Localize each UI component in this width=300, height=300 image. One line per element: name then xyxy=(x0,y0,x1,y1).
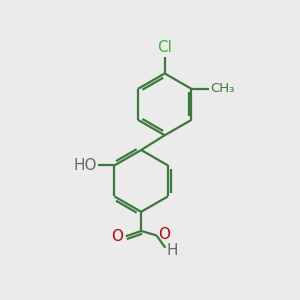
Text: CH₃: CH₃ xyxy=(211,82,235,95)
Text: HO: HO xyxy=(73,158,97,173)
Text: O: O xyxy=(158,227,170,242)
Text: Cl: Cl xyxy=(157,40,172,55)
Text: O: O xyxy=(111,230,123,244)
Text: H: H xyxy=(167,243,178,258)
